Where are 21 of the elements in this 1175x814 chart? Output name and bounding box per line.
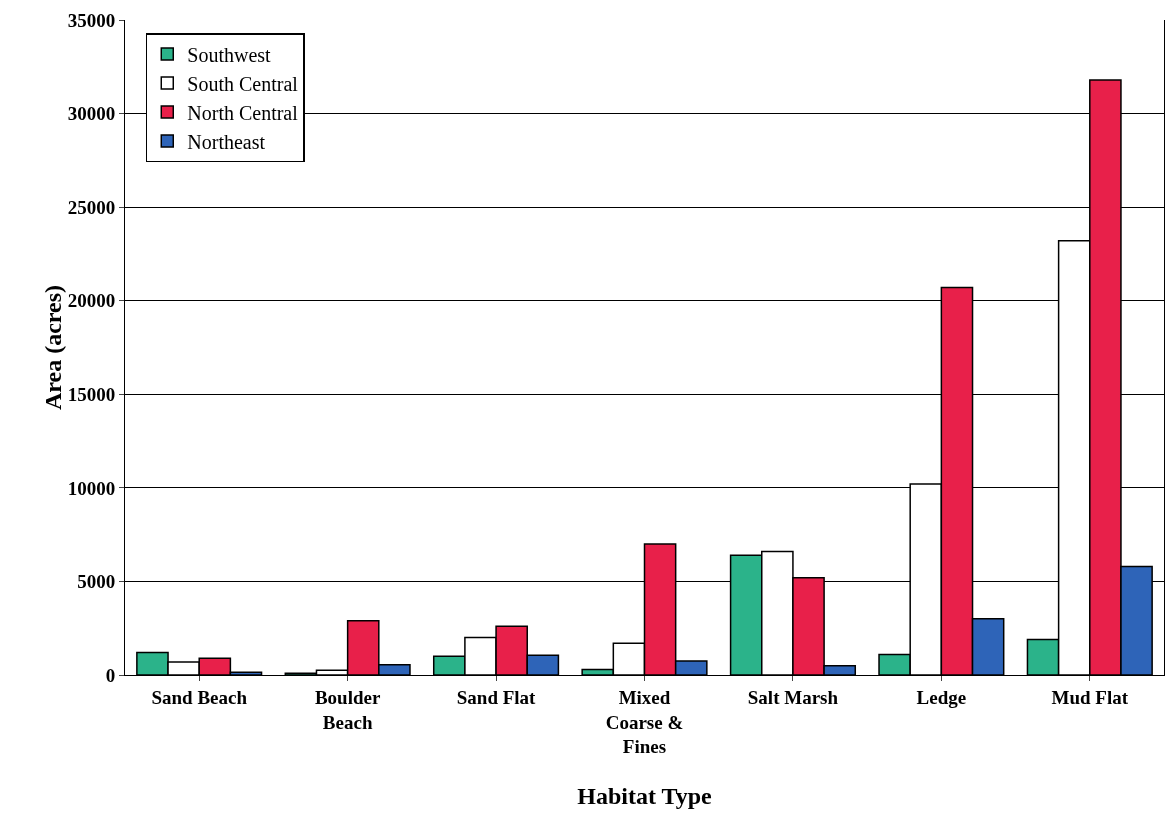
x-tick-label: Ledge — [916, 686, 967, 708]
legend-label: North Central — [187, 101, 299, 124]
y-tick-label: 10000 — [67, 477, 116, 499]
y-tick-label: 30000 — [67, 103, 116, 125]
x-tick-label: Boulder Beach — [314, 686, 381, 733]
y-tick-label: 35000 — [67, 9, 116, 31]
x-tick-label: Mixed Coarse & Fines — [605, 686, 684, 758]
y-tick-label: 5000 — [77, 571, 116, 593]
x-tick-label: Sand Beach — [151, 686, 248, 708]
x-tick-label: Sand Flat — [456, 686, 537, 708]
x-tick-label: Mud Flat — [1051, 686, 1129, 708]
legend-label: Northeast — [187, 130, 266, 153]
y-axis-title: Area (acres) — [39, 284, 66, 411]
x-axis-title: Habitat Type — [577, 782, 713, 809]
legend-label: South Central — [187, 72, 299, 95]
x-tick-label: Salt Marsh — [747, 686, 839, 708]
y-tick-label: 25000 — [67, 196, 116, 218]
y-tick-label: 20000 — [67, 290, 116, 312]
y-tick-label: 15000 — [67, 383, 116, 405]
y-tick-label: 0 — [105, 664, 116, 686]
legend-label: Southwest — [187, 43, 272, 66]
